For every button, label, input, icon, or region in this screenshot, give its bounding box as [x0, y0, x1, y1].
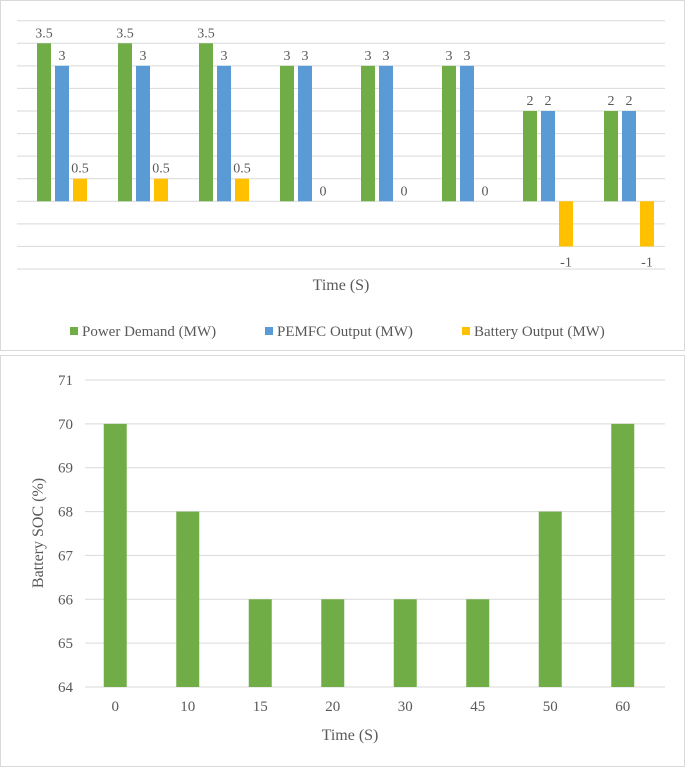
data-label: 3: [446, 49, 453, 64]
top-x-axis-title: Time (S): [313, 277, 370, 294]
legend-label: Power Demand (MW): [82, 324, 216, 340]
x-tick-label: 10: [180, 699, 195, 715]
data-label: 0.5: [152, 162, 170, 177]
bar-battery-soc: [611, 423, 635, 687]
data-label: -1: [641, 255, 653, 270]
bar-power-demand: [523, 110, 537, 202]
bar-battery-output: [640, 201, 654, 247]
legend-swatch: [265, 327, 273, 335]
x-tick-label: 0: [112, 699, 120, 715]
data-label: 0: [482, 184, 489, 199]
bar-battery-soc: [321, 599, 345, 687]
data-label: 2: [527, 94, 534, 109]
data-label: 2: [608, 94, 615, 109]
x-tick-label: 30: [398, 699, 413, 715]
bar-battery-output: [559, 201, 573, 247]
data-label: 2: [545, 94, 552, 109]
data-label: -1: [560, 255, 572, 270]
bar-pemfc-output: [298, 65, 312, 202]
y-tick-label: 66: [58, 592, 74, 608]
data-label: 3.5: [197, 26, 215, 41]
data-label: 3: [383, 49, 390, 64]
y-tick-label: 68: [58, 505, 73, 521]
legend-swatch: [462, 327, 470, 335]
bar-battery-output: [235, 178, 249, 202]
bar-battery-soc: [103, 423, 127, 687]
data-label: 2: [626, 94, 633, 109]
bar-power-demand: [280, 65, 294, 202]
y-tick-label: 71: [58, 373, 73, 389]
y-tick-label: 67: [58, 548, 74, 564]
bottom-chart-frame: [0, 355, 685, 767]
bar-pemfc-output: [541, 110, 555, 202]
bar-battery-output: [73, 178, 87, 202]
x-tick-label: 20: [325, 699, 340, 715]
data-label: 3: [284, 49, 291, 64]
x-tick-label: 15: [253, 699, 268, 715]
data-label: 3.5: [35, 26, 53, 41]
y-tick-label: 65: [58, 636, 73, 652]
bar-power-demand: [199, 43, 213, 202]
data-label: 3: [464, 49, 471, 64]
data-label: 3: [221, 49, 228, 64]
bottom-x-axis-title: Time (S): [322, 727, 379, 744]
bar-pemfc-output: [622, 110, 636, 202]
data-label: 0: [320, 184, 327, 199]
bar-power-demand: [604, 110, 618, 202]
data-label: 3: [59, 49, 66, 64]
bottom-y-axis-title: Battery SOC (%): [30, 478, 47, 588]
data-label: 3: [302, 49, 309, 64]
data-label: 0.5: [233, 162, 251, 177]
y-tick-label: 69: [58, 461, 73, 477]
bar-battery-soc: [466, 599, 490, 687]
bar-power-demand: [442, 65, 456, 202]
bar-pemfc-output: [55, 65, 69, 202]
y-tick-label: 70: [58, 417, 73, 433]
top-chart-frame: [0, 0, 685, 351]
bar-pemfc-output: [379, 65, 393, 202]
legend-label: PEMFC Output (MW): [277, 324, 413, 340]
data-label: 0: [401, 184, 408, 199]
data-label: 3.5: [116, 26, 134, 41]
y-tick-label: 64: [58, 680, 74, 696]
bar-battery-soc: [538, 511, 562, 687]
bar-power-demand: [118, 43, 132, 202]
x-tick-label: 60: [615, 699, 630, 715]
data-label: 3: [140, 49, 147, 64]
x-tick-label: 45: [470, 699, 485, 715]
bar-pemfc-output: [136, 65, 150, 202]
x-tick-label: 50: [543, 699, 558, 715]
data-label: 0.5: [71, 162, 89, 177]
bar-power-demand: [37, 43, 51, 202]
legend-swatch: [70, 327, 78, 335]
legend-label: Battery Output (MW): [474, 324, 605, 340]
bar-pemfc-output: [217, 65, 231, 202]
bar-power-demand: [361, 65, 375, 202]
bar-battery-soc: [248, 599, 272, 687]
bar-battery-soc: [393, 599, 417, 687]
bar-pemfc-output: [460, 65, 474, 202]
bar-battery-soc: [176, 511, 200, 687]
bar-battery-output: [154, 178, 168, 202]
data-label: 3: [365, 49, 372, 64]
